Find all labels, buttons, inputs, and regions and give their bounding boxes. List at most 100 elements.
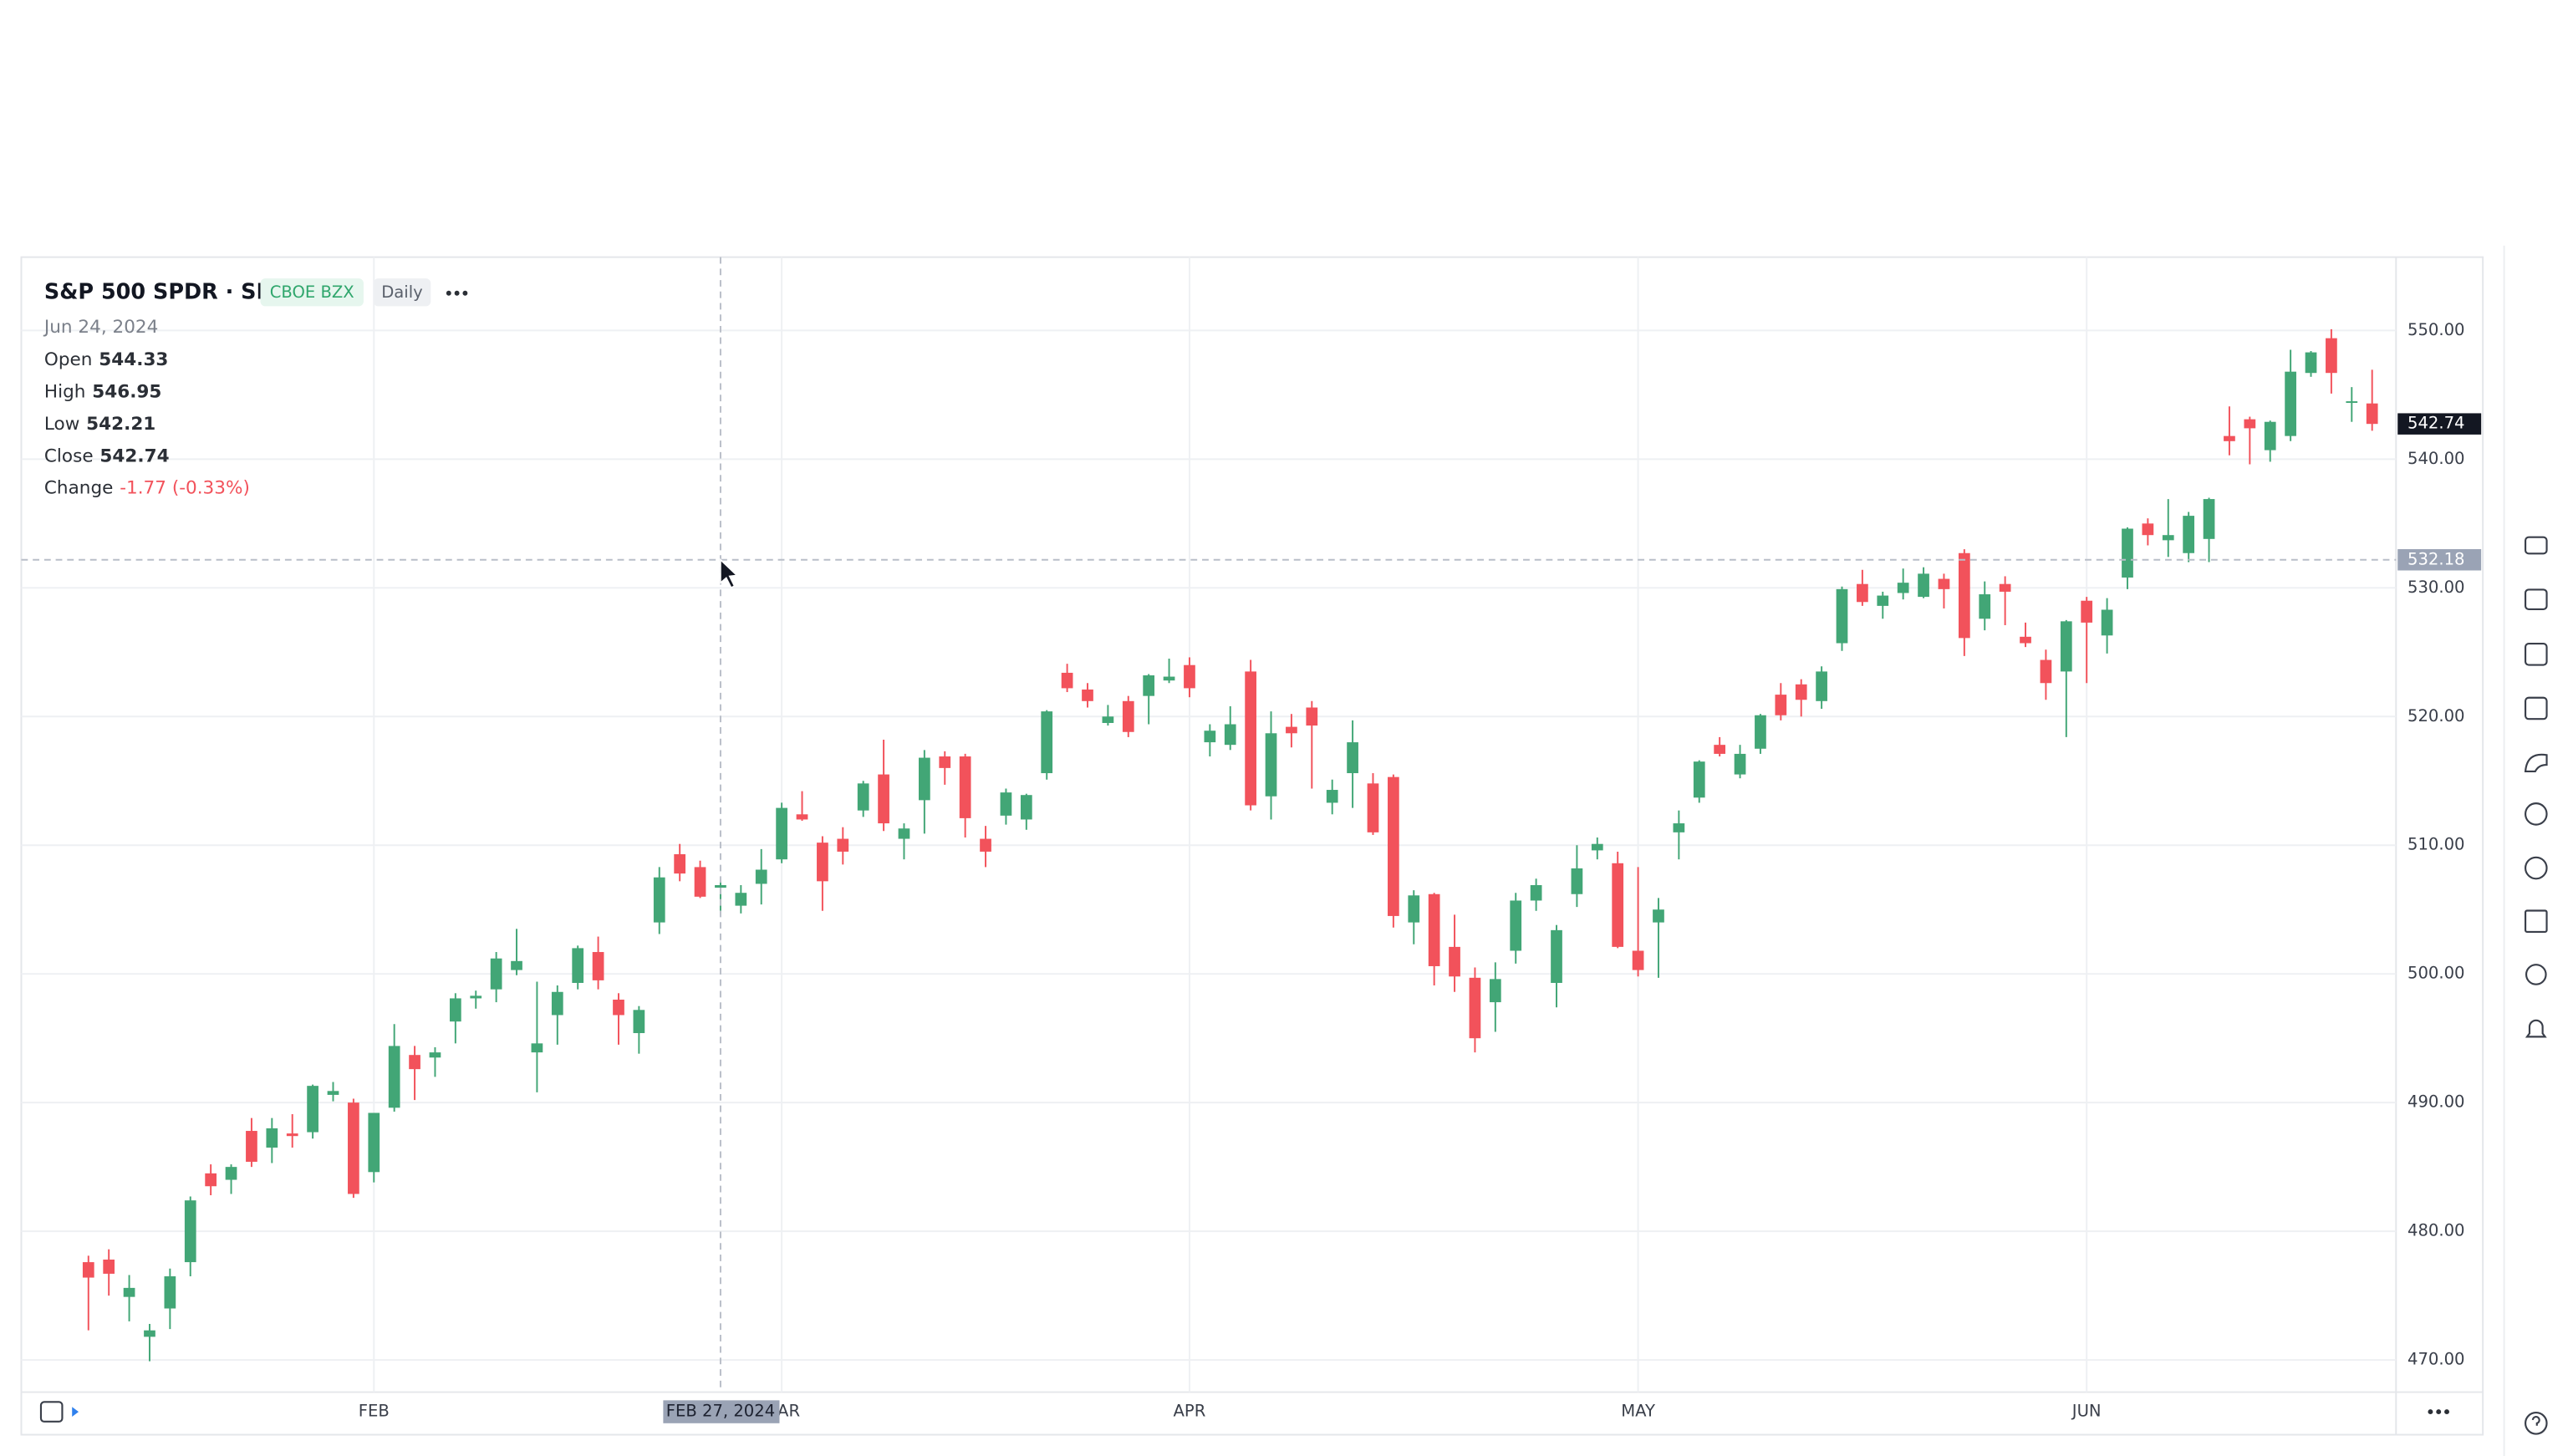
tool-icon[interactable] xyxy=(2524,909,2548,934)
crosshair-date-badge xyxy=(663,1400,780,1423)
candle-body xyxy=(1061,672,1073,689)
more-button[interactable] xyxy=(446,290,468,296)
candle-body xyxy=(449,998,461,1022)
right-toolbar xyxy=(2524,536,2548,1435)
candle-body xyxy=(2040,659,2052,684)
candle-body xyxy=(939,756,951,768)
tool-icon[interactable] xyxy=(2524,696,2548,720)
candle-body xyxy=(1041,711,1053,774)
candle-body xyxy=(694,867,706,897)
candle-body xyxy=(205,1173,217,1187)
y-tick-label: 470.00 xyxy=(2408,1350,2465,1369)
legend-change: -1.77 (-0.33%) xyxy=(120,478,250,499)
candle-body xyxy=(1245,671,1256,806)
x-tick-label: MAY xyxy=(1621,1402,1655,1421)
tool-icon[interactable] xyxy=(2525,1019,2547,1038)
legend-label: High xyxy=(44,381,86,402)
candle-body xyxy=(1551,929,1562,983)
candle-body xyxy=(2326,338,2337,374)
candle-body xyxy=(2060,621,2072,672)
candle-body xyxy=(225,1167,237,1180)
help-icon[interactable] xyxy=(2524,1411,2548,1435)
tool-icon[interactable] xyxy=(2524,753,2548,773)
candle-body xyxy=(1999,583,2011,592)
tool-icon[interactable] xyxy=(2525,964,2547,985)
tool-icon[interactable] xyxy=(2524,536,2548,555)
candle-body xyxy=(1265,733,1277,797)
candle-body xyxy=(144,1330,155,1337)
tool-icon[interactable] xyxy=(2524,643,2548,666)
help-icon-glyph xyxy=(2531,1416,2540,1426)
legend-label: Change xyxy=(44,478,113,499)
candle-body xyxy=(1408,895,1420,923)
legend-value: 544.33 xyxy=(99,349,168,370)
y-tick-label: 530.00 xyxy=(2408,578,2465,597)
legend-value: 546.95 xyxy=(92,381,161,402)
candle-body xyxy=(755,869,767,884)
candle-body xyxy=(103,1259,115,1274)
candle-body xyxy=(674,854,686,874)
grid: 470.00 480.00 490.00 500.00 510.00 520.00 530.… xyxy=(21,257,2465,1421)
candle-body xyxy=(1020,795,1032,820)
last-price-label: 542.74 xyxy=(2408,414,2465,433)
legend: Open 544.33 High 546.95 Low 542.21 Close 542.74… xyxy=(44,349,250,499)
candle-body xyxy=(959,756,971,818)
candle-body xyxy=(1775,695,1787,715)
y-tick-label: 500.00 xyxy=(2408,964,2465,983)
candle-body xyxy=(531,1043,543,1053)
candle-body xyxy=(2162,535,2174,541)
candle-body xyxy=(511,960,522,970)
candle-body xyxy=(1632,950,1644,970)
candle-body xyxy=(551,991,563,1016)
candle-body xyxy=(1816,671,1827,701)
candle-body xyxy=(613,999,624,1016)
candle-body xyxy=(1571,868,1583,894)
candle-body xyxy=(1877,595,1889,606)
date-range-button[interactable] xyxy=(39,1401,79,1423)
candle-body xyxy=(388,1046,400,1108)
candle-body xyxy=(1000,792,1012,816)
candle-body xyxy=(1673,823,1685,832)
candle-body xyxy=(857,783,869,811)
candle-body xyxy=(1286,726,1297,734)
legend-label: Close xyxy=(44,445,94,466)
interval-badge xyxy=(373,278,431,307)
legend-label: Open xyxy=(44,349,93,370)
tool-icon[interactable] xyxy=(2524,588,2548,611)
candle-body xyxy=(1449,946,1460,977)
candle-body xyxy=(1347,742,1358,774)
candle-body xyxy=(1714,745,1725,754)
candle-body xyxy=(1367,783,1379,832)
candle-body xyxy=(1326,790,1338,803)
candle-body xyxy=(837,838,849,852)
y-tick-label: 480.00 xyxy=(2408,1221,2465,1240)
candle-body xyxy=(980,838,991,852)
candle-body xyxy=(2264,421,2276,451)
candle-body xyxy=(2285,371,2296,436)
y-tick-label: 510.00 xyxy=(2408,835,2465,854)
candle-body xyxy=(2305,352,2317,374)
legend-date: Jun 24, 2024 xyxy=(43,317,158,338)
tool-icon[interactable] xyxy=(2524,802,2548,826)
candle-body xyxy=(1143,675,1155,696)
exchange-label: CBOE BZX xyxy=(270,283,354,302)
candle-body xyxy=(1795,684,1807,700)
candle-body xyxy=(715,884,726,888)
x-tick-label: APR xyxy=(1174,1402,1206,1421)
candle-body xyxy=(1184,664,1195,689)
legend-label: Low xyxy=(44,414,79,435)
candle-body xyxy=(2142,523,2154,536)
candle-body xyxy=(1428,893,1440,966)
candle-body xyxy=(2020,636,2031,644)
tool-icon[interactable] xyxy=(2524,856,2548,880)
y-tick-label: 490.00 xyxy=(2408,1092,2465,1112)
symbol-title: S&P 500 SPDR · SPY xyxy=(44,280,288,305)
crosshair-price-label: 532.18 xyxy=(2408,549,2465,568)
overlay: 542.74 532.18 FEB 27, 2024 xyxy=(21,257,2482,1423)
time-axis-more[interactable] xyxy=(2428,1409,2449,1415)
y-tick-label: 550.00 xyxy=(2408,320,2465,339)
x-tick-label: FEB xyxy=(359,1402,390,1421)
candle-body xyxy=(592,952,604,980)
legend-value: 542.21 xyxy=(86,414,155,435)
